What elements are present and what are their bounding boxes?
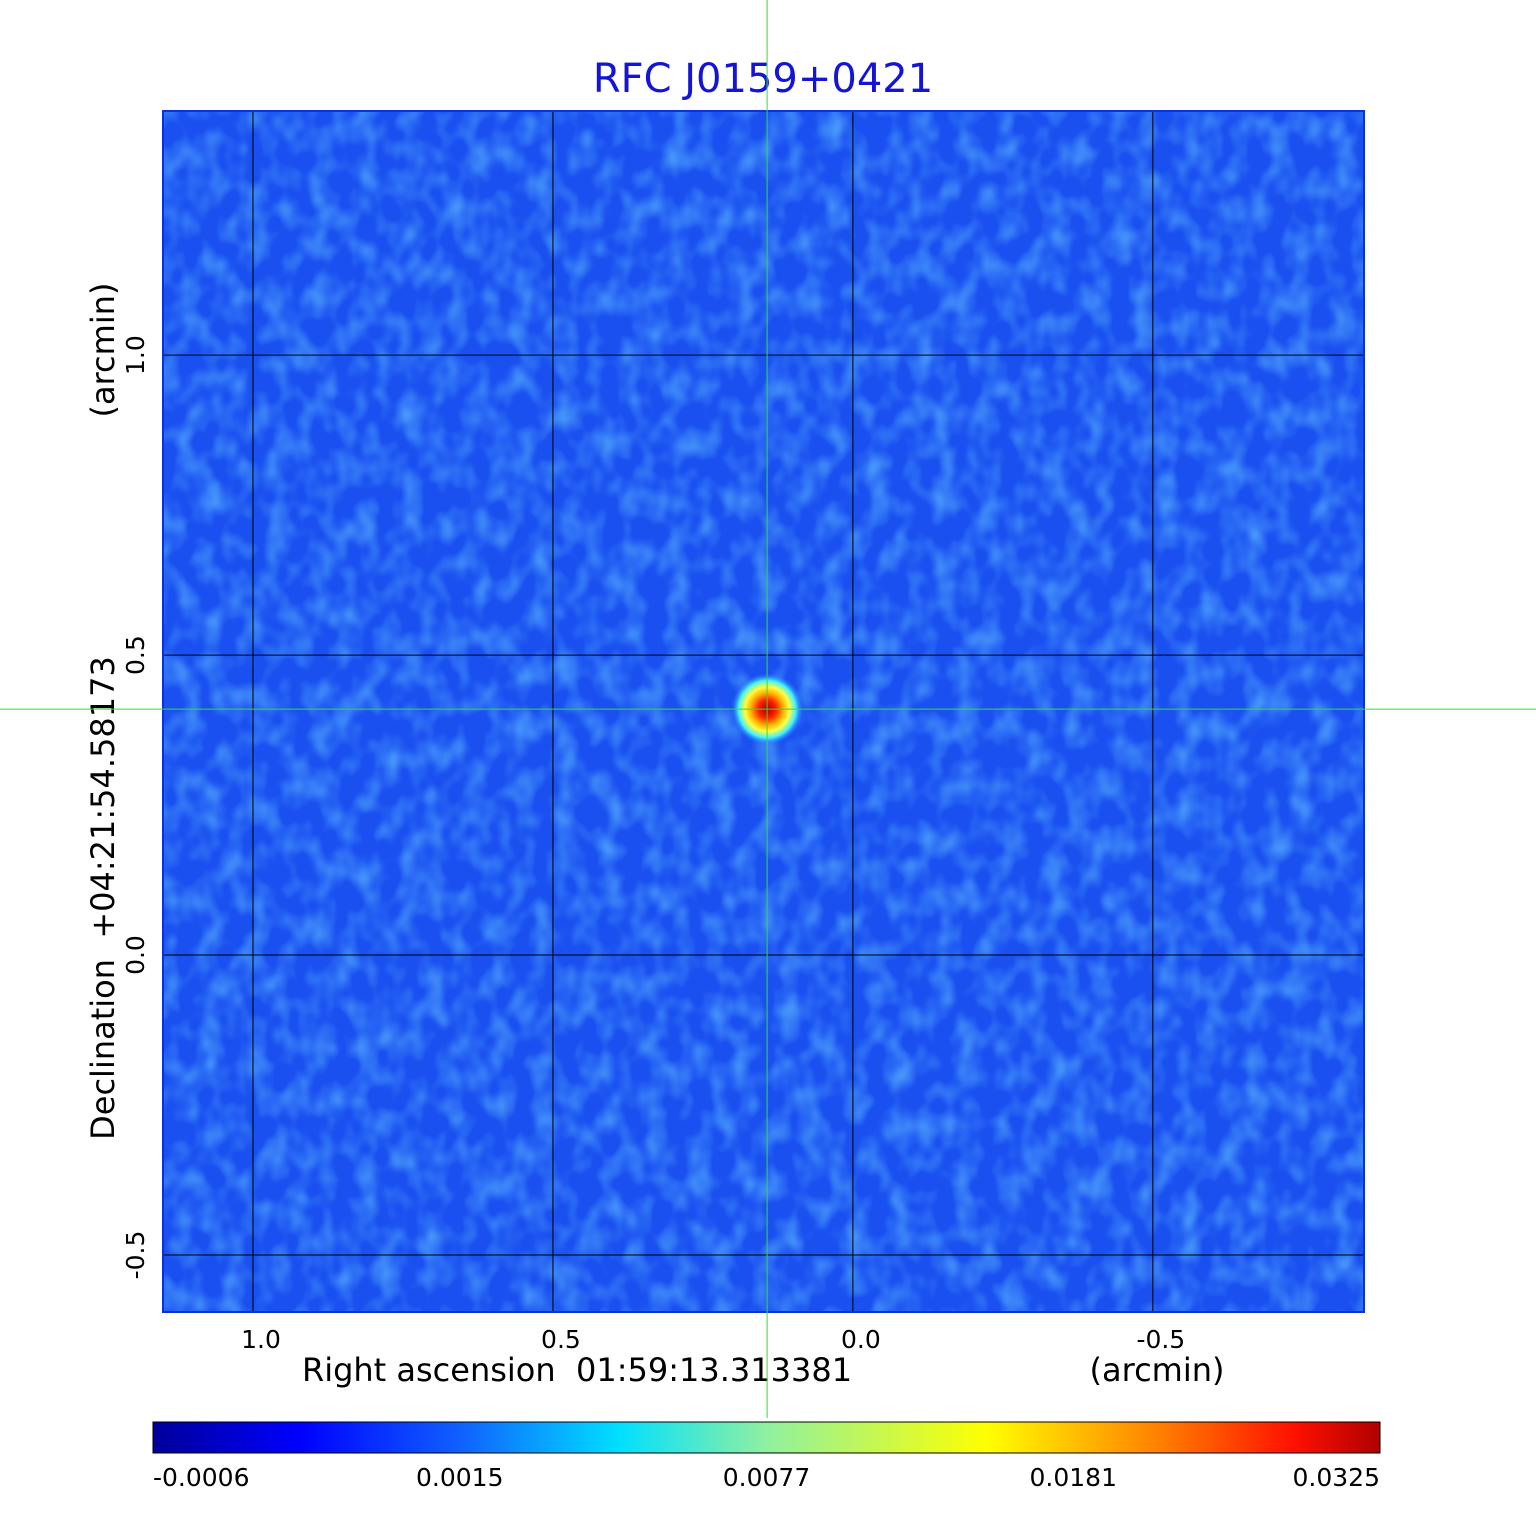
x-tick-label: 1.0	[241, 1325, 281, 1354]
colorbar-tick-label: 0.0015	[416, 1463, 503, 1492]
colorbar-tick-label: 0.0077	[723, 1463, 810, 1492]
x-tick-label: 0.5	[541, 1325, 581, 1354]
y-tick-label: 0.0	[121, 935, 150, 975]
y-tick-label: 1.0	[121, 335, 150, 375]
x-tick-label: -0.5	[1136, 1325, 1185, 1354]
y-tick-label: 0.5	[121, 635, 150, 675]
x-axis-unit: (arcmin)	[1090, 1351, 1225, 1389]
y-axis-unit: (arcmin)	[84, 283, 122, 418]
colorbar-tick-label: 0.0325	[1293, 1463, 1380, 1492]
y-axis-label: Declination +04:21:54.58173	[84, 656, 122, 1140]
x-axis-label: Right ascension 01:59:13.313381	[302, 1351, 852, 1389]
colorbar-tick-label: -0.0006	[153, 1463, 250, 1492]
colorbar	[152, 1421, 1381, 1454]
chart-title: RFC J0159+0421	[593, 56, 933, 102]
colorbar-tick-label: 0.0181	[1030, 1463, 1117, 1492]
x-tick-label: 0.0	[841, 1325, 881, 1354]
y-tick-label: -0.5	[121, 1231, 150, 1280]
image-frame	[162, 110, 1365, 1313]
